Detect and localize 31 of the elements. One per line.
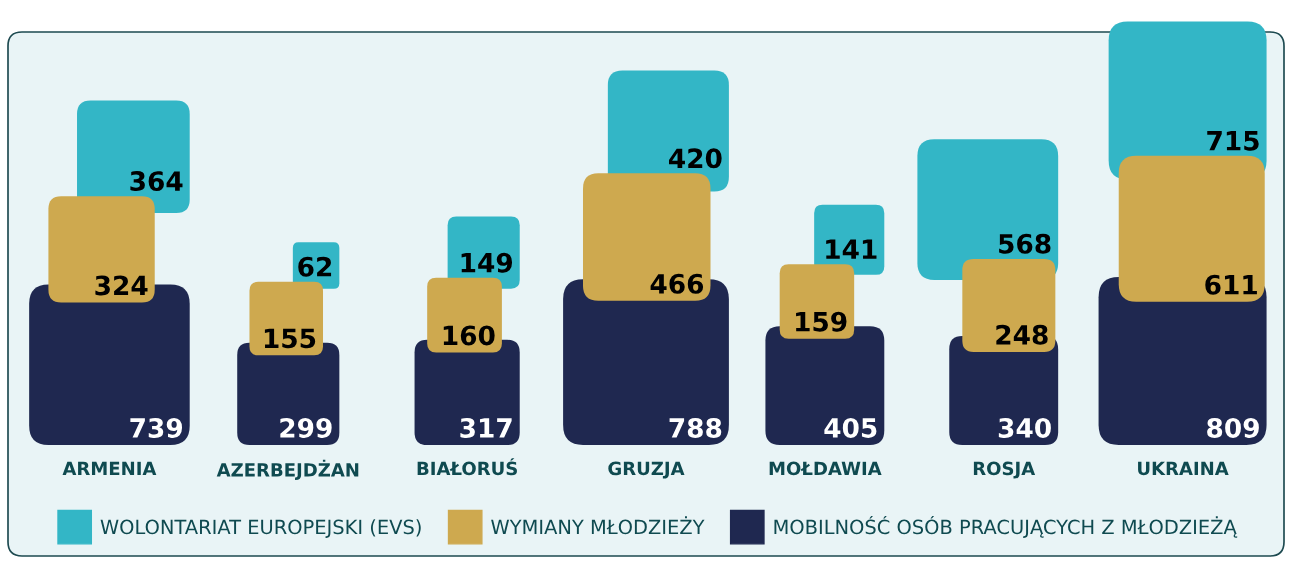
legend-label: WOLONTARIAT EUROPEJSKI (EVS) — [100, 519, 421, 538]
category-label: MOŁDAWIA — [769, 461, 882, 476]
data-label: 141 — [826, 239, 877, 259]
category-label: BIAŁORUŚ — [417, 458, 517, 476]
data-label: 715 — [1207, 131, 1259, 151]
data-label: 317 — [460, 417, 512, 438]
data-label: 62 — [298, 256, 332, 277]
data-label: 364 — [130, 171, 183, 192]
data-label: 466 — [650, 273, 704, 294]
data-label: 248 — [996, 324, 1048, 345]
data-label: 160 — [443, 325, 495, 346]
data-label: 568 — [999, 233, 1051, 254]
category-label: GRUZJA — [608, 461, 685, 479]
data-label: 809 — [1207, 417, 1259, 438]
data-label: 324 — [95, 275, 148, 296]
legend-label: WYMIANY MŁODZIEŻY — [491, 516, 705, 535]
legend-label: MOBILNOŚĆ OSÓB PRACUJĄCYCH Z MŁODZIEŻĄ — [774, 516, 1238, 538]
data-label: 420 — [669, 148, 722, 169]
category-label: AZERBEJDŻAN — [216, 459, 359, 481]
data-label: 159 — [796, 311, 847, 332]
data-label: 299 — [280, 417, 332, 438]
data-label: 340 — [998, 417, 1051, 438]
data-label: 788 — [669, 417, 722, 438]
data-label: 739 — [130, 417, 183, 438]
data-label: 611 — [1205, 274, 1257, 295]
data-label: 405 — [824, 417, 877, 438]
category-label: ROSJA — [973, 461, 1036, 479]
category-label: UKRAINA — [1138, 461, 1229, 476]
category-label: ARMENIA — [62, 461, 157, 475]
data-label: 149 — [461, 252, 513, 273]
data-label: 155 — [264, 328, 316, 349]
